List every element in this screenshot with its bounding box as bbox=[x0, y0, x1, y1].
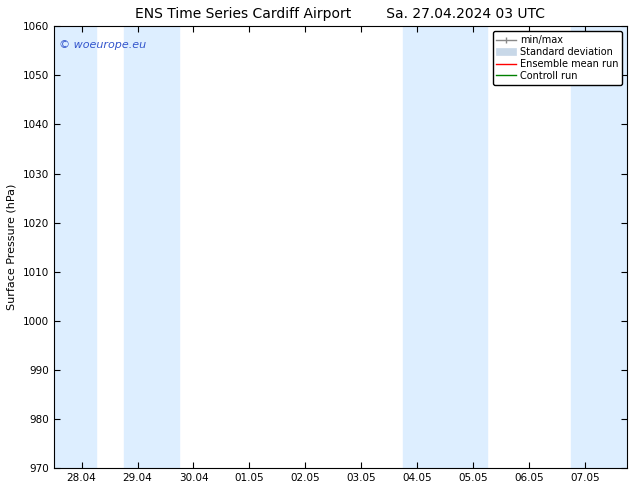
Text: © woeurope.eu: © woeurope.eu bbox=[60, 40, 146, 49]
Legend: min/max, Standard deviation, Ensemble mean run, Controll run: min/max, Standard deviation, Ensemble me… bbox=[493, 31, 622, 85]
Bar bbox=[403, 26, 487, 468]
Bar bbox=[54, 26, 96, 468]
Y-axis label: Surface Pressure (hPa): Surface Pressure (hPa) bbox=[7, 184, 17, 311]
Bar bbox=[571, 26, 627, 468]
Bar bbox=[124, 26, 179, 468]
Title: ENS Time Series Cardiff Airport        Sa. 27.04.2024 03 UTC: ENS Time Series Cardiff Airport Sa. 27.0… bbox=[135, 7, 545, 21]
